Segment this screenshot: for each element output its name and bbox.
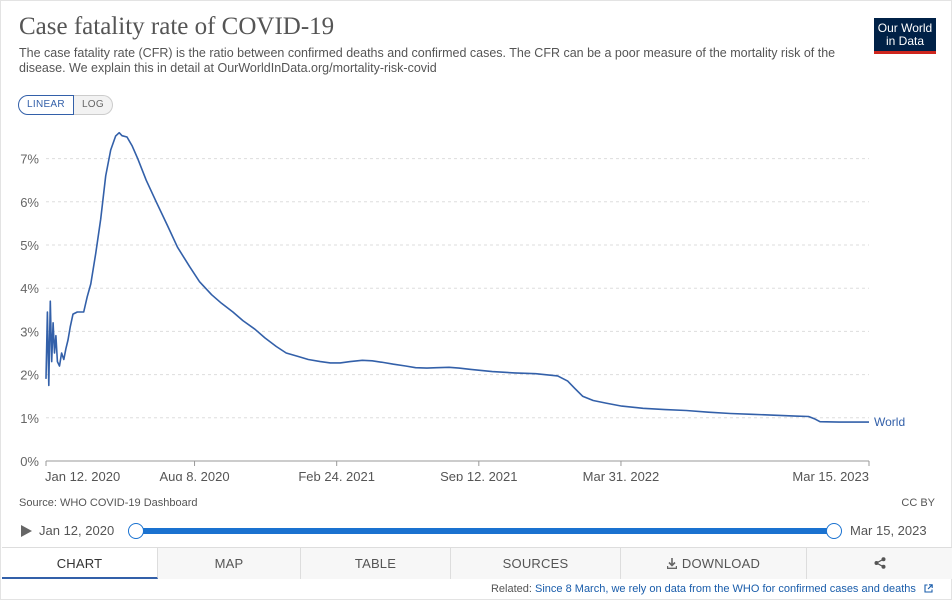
y-tick-label: 7% (20, 152, 39, 167)
tab-bar: CHART MAP TABLE SOURCES DOWNLOAD (2, 547, 952, 579)
tab-download-label: DOWNLOAD (681, 556, 761, 571)
tab-chart[interactable]: CHART (2, 548, 158, 579)
tab-table[interactable]: TABLE (301, 548, 451, 579)
log-scale-button[interactable]: LOG (73, 95, 113, 115)
y-tick-label: 2% (20, 368, 39, 383)
tab-map[interactable]: MAP (158, 548, 301, 579)
y-tick-label: 1% (20, 411, 39, 426)
x-tick-label: Sep 12, 2021 (440, 469, 517, 481)
x-tick-label: Mar 31, 2022 (583, 469, 660, 481)
y-tick-label: 4% (20, 281, 39, 296)
x-tick-label: Aug 8, 2020 (159, 469, 229, 481)
series-label-world: World (874, 415, 905, 429)
logo-line-2: in Data (885, 34, 925, 48)
license-text[interactable]: CC BY (901, 497, 935, 509)
related-prefix: Related: (490, 583, 532, 595)
y-axis: 0% 1% 2% 3% 4% 5% 6% 7% (20, 152, 39, 469)
scale-toggle: LINEAR LOG (18, 95, 113, 115)
line-chart[interactable]: 0% 1% 2% 3% 4% 5% 6% 7% Jan 12, 2020 Aug 8, 2020… (1, 111, 952, 481)
x-tick-label: Feb 24, 2021 (298, 469, 375, 481)
timeline: Jan 12, 2020 Mar 15, 2023 (1, 519, 952, 543)
external-link-icon[interactable] (924, 584, 933, 593)
y-tick-label: 5% (20, 238, 39, 253)
timeline-track[interactable] (136, 528, 834, 534)
chart-subtitle: The case fatality rate (CFR) is the rati… (19, 46, 836, 75)
x-tick-label: Jan 12, 2020 (45, 469, 120, 481)
y-tick-label: 3% (20, 324, 39, 339)
timeline-start-handle[interactable] (128, 523, 144, 539)
chart-title: Case fatality rate of COVID-19 (19, 13, 335, 40)
related-note: Related: Since 8 March, we rely on data … (491, 583, 933, 595)
download-icon (666, 558, 677, 569)
linear-scale-button[interactable]: LINEAR (18, 95, 74, 115)
timeline-start-label: Jan 12, 2020 (39, 523, 115, 538)
logo-line-1: Our World (877, 21, 933, 35)
x-tick-label: Mar 15, 2023 (792, 469, 869, 481)
x-axis: Jan 12, 2020 Aug 8, 2020 Feb 24, 2021 Sep 1… (45, 460, 870, 481)
source-text[interactable]: Source: WHO COVID-19 Dashboard (19, 497, 198, 509)
series-layer: World (45, 131, 905, 429)
timeline-end-handle[interactable] (826, 523, 842, 539)
tab-download[interactable]: DOWNLOAD (621, 548, 807, 579)
play-icon[interactable] (21, 525, 32, 537)
owid-logo[interactable]: Our World in Data (874, 18, 936, 54)
y-tick-label: 0% (20, 454, 39, 469)
grid-layer (46, 158, 869, 419)
tab-share[interactable] (807, 548, 952, 579)
timeline-end-label: Mar 15, 2023 (850, 523, 927, 538)
related-link[interactable]: Since 8 March, we rely on data from the … (535, 583, 916, 595)
logo-bar (874, 51, 936, 54)
share-icon (874, 557, 885, 569)
y-tick-label: 6% (20, 195, 39, 210)
tab-sources[interactable]: SOURCES (451, 548, 621, 579)
series-line-world (45, 131, 869, 423)
